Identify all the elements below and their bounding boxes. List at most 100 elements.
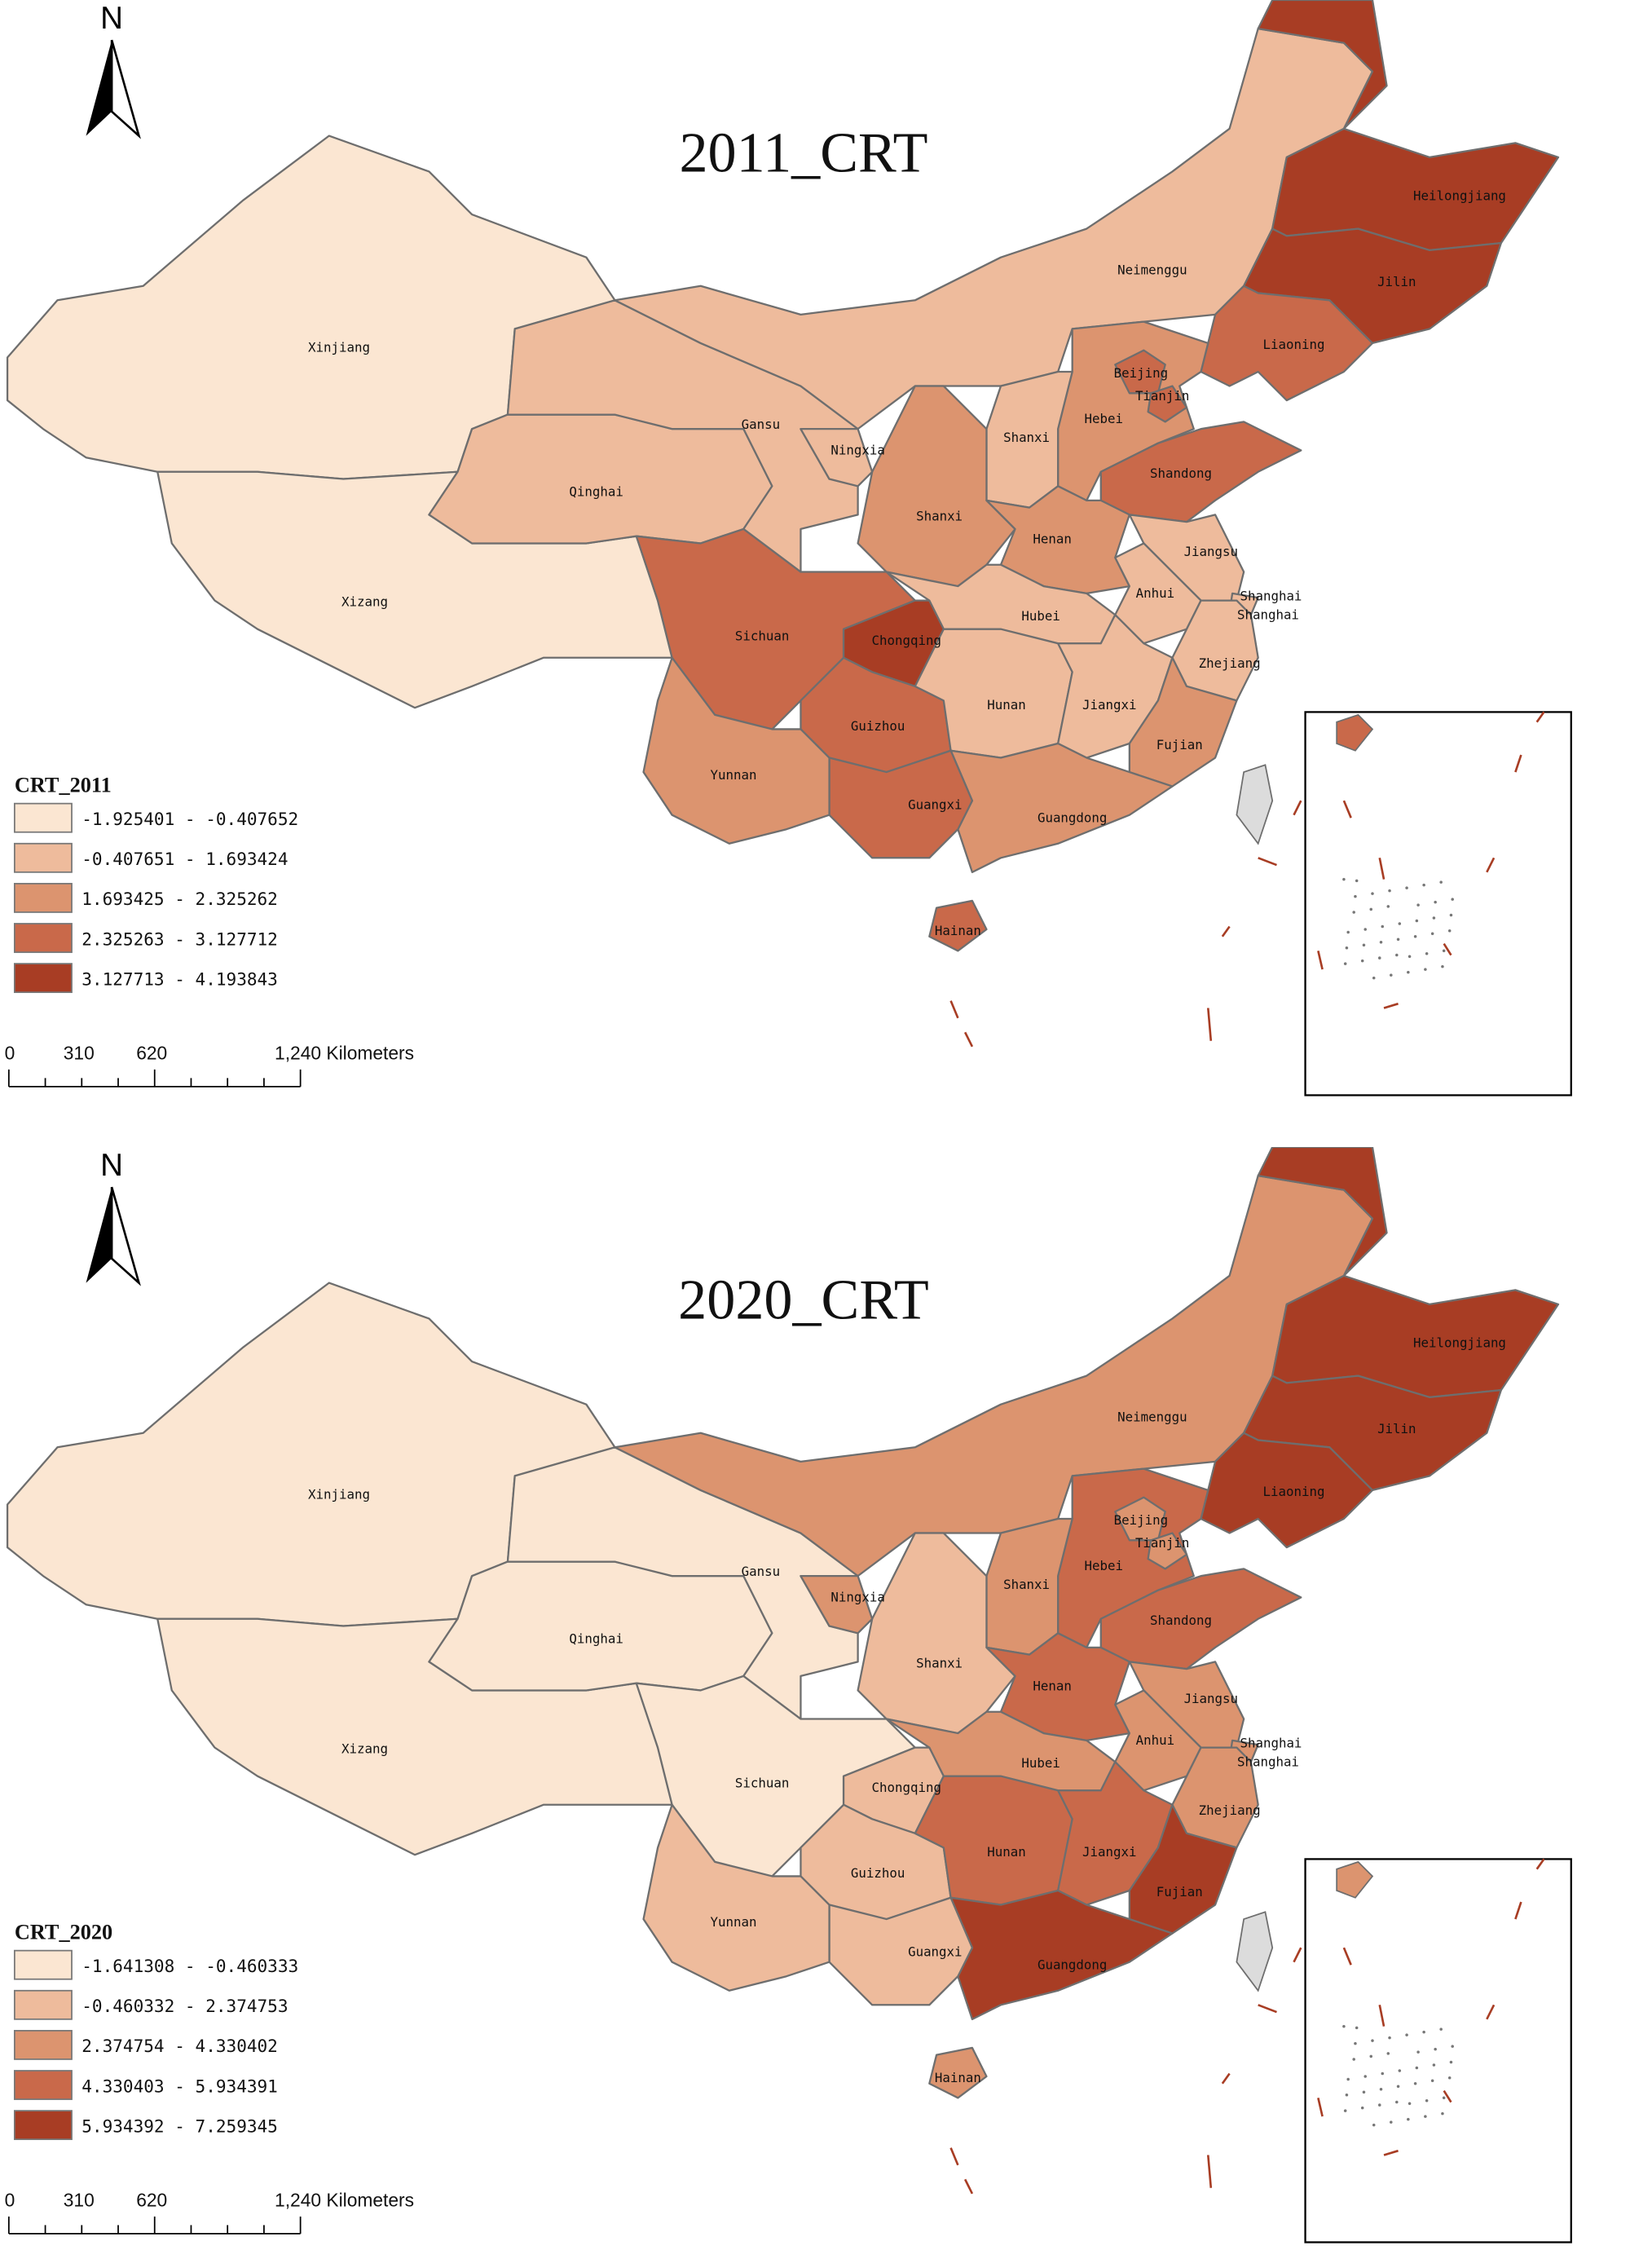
province-guangxi[interactable] xyxy=(828,749,974,859)
province-label: Yunnan xyxy=(711,1914,757,1930)
province-qinghai[interactable] xyxy=(428,1560,773,1692)
province-label: Ningxia xyxy=(830,1590,884,1605)
province-label: Hainan xyxy=(935,2070,981,2085)
province-label: Yunnan xyxy=(711,767,757,783)
province-label: Shanxi xyxy=(916,1655,963,1670)
map-2020: Xinjiang Xizang Qinghai Gansu Neimenggu Heilo… xyxy=(5,1147,1572,2244)
province-ningxia[interactable] xyxy=(800,1575,874,1635)
province-tianjin[interactable] xyxy=(1147,1532,1188,1570)
legend-label: 2.325263 - 3.127712 xyxy=(82,929,278,949)
province-qinghai[interactable] xyxy=(428,413,773,545)
province-label: Guangxi xyxy=(908,797,962,813)
province-label: Jiangsu xyxy=(1184,1691,1238,1706)
province-label: Heilongjiang xyxy=(1413,188,1506,204)
province-beijing[interactable] xyxy=(1114,1496,1166,1542)
map-2011: Xinjiang Xizang Qinghai Gansu Neimenggu Heilo… xyxy=(5,0,1572,1096)
north-arrow-icon xyxy=(86,39,141,139)
province-label: Liaoning xyxy=(1263,1484,1325,1499)
province-label: Henan xyxy=(1033,1678,1071,1693)
province-label: Shanxi xyxy=(916,508,963,523)
province-label: Shandong xyxy=(1150,1613,1212,1628)
province-label: Neimenggu xyxy=(1117,263,1187,278)
province-label: Shanxi xyxy=(1003,430,1050,445)
province-label: Hebei xyxy=(1085,411,1123,426)
province-label: Fujian xyxy=(1156,1884,1203,1900)
legend-label: 5.934392 - 7.259345 xyxy=(82,2116,278,2136)
province-taiwan xyxy=(1236,764,1274,845)
province-liaoning[interactable] xyxy=(1200,1432,1374,1549)
province-label: Sichuan xyxy=(735,1776,789,1791)
map-panel-2020: Xinjiang Xizang Qinghai Gansu Neimenggu Heilo… xyxy=(0,1147,1630,2268)
south-china-sea-inset xyxy=(1304,1858,1572,2244)
province-hainan[interactable] xyxy=(928,899,988,952)
scale-tick-label: 620 xyxy=(136,2190,167,2211)
province-label: Beijing xyxy=(1114,365,1168,381)
province-label: Xizang xyxy=(341,1741,388,1757)
province-label: Guizhou xyxy=(851,718,905,734)
maritime-boundary xyxy=(1293,1947,1302,1963)
south-china-sea-inset xyxy=(1304,711,1572,1096)
north-label: N xyxy=(100,1,123,36)
province-label: Jiangxi xyxy=(1082,697,1136,713)
legend-swatch xyxy=(13,2110,73,2141)
scale-tick-label: 310 xyxy=(64,1043,95,1064)
province-label: Gansu xyxy=(742,417,780,432)
province-label: Shanghai xyxy=(1237,1754,1299,1769)
province-label: Chongqing xyxy=(872,633,941,648)
province-label: Guangdong xyxy=(1037,810,1107,825)
maritime-boundary xyxy=(949,1000,959,1019)
maritime-boundary xyxy=(1221,925,1231,938)
legend-label: -1.925401 - -0.407652 xyxy=(82,809,298,829)
province-label: Xizang xyxy=(341,594,388,610)
province-label: Qinghai xyxy=(569,484,623,500)
province-label: Hunan xyxy=(987,1844,1025,1860)
province-liaoning[interactable] xyxy=(1200,285,1374,402)
province-label: Guizhou xyxy=(851,1865,905,1881)
province-label: Hainan xyxy=(935,923,981,938)
province-label: Hunan xyxy=(987,697,1025,713)
province-label: Zhejiang xyxy=(1199,1802,1261,1818)
province-label: Ningxia xyxy=(830,443,884,458)
scale-tick-label: 620 xyxy=(136,1043,167,1064)
province-label: Henan xyxy=(1033,531,1071,546)
legend-label: 1.693425 - 2.325262 xyxy=(82,889,278,909)
scale-tick-label: 0 xyxy=(5,1043,15,1064)
province-label: Sichuan xyxy=(735,629,789,644)
province-label: Shanghai xyxy=(1240,1736,1302,1751)
north-label: N xyxy=(100,1148,123,1183)
province-label: Shanxi xyxy=(1003,1577,1050,1592)
province-tianjin[interactable] xyxy=(1147,385,1188,423)
maritime-boundary xyxy=(1221,2072,1231,2085)
province-label: Tianjin xyxy=(1135,388,1189,404)
legend-swatch xyxy=(13,2029,73,2060)
province-label: Jilin xyxy=(1377,274,1416,289)
province-yunnan[interactable] xyxy=(642,656,830,845)
province-label: Chongqing xyxy=(872,1780,941,1795)
province-label: Hubei xyxy=(1021,1755,1060,1771)
scale-tick-label: 1,240 Kilometers xyxy=(275,1043,414,1064)
province-ningxia[interactable] xyxy=(800,428,874,488)
province-label: Jilin xyxy=(1377,1421,1416,1436)
legend-title: CRT_2011 xyxy=(15,774,112,797)
scale-tick-label: 310 xyxy=(64,2190,95,2211)
province-label: Guangxi xyxy=(908,1944,962,1960)
map-panel-2011: Xinjiang Xizang Qinghai Gansu Neimenggu Heilo… xyxy=(0,0,1630,1121)
province-hainan[interactable] xyxy=(928,2046,988,2099)
province-label: Liaoning xyxy=(1263,337,1325,352)
province-label: Jiangxi xyxy=(1082,1844,1136,1860)
province-yunnan[interactable] xyxy=(642,1803,830,1992)
province-label: Tianjin xyxy=(1135,1535,1189,1551)
legend-label: -0.407651 - 1.693424 xyxy=(82,849,288,869)
province-label: Shandong xyxy=(1150,466,1212,481)
maritime-boundary xyxy=(1206,2155,1213,2188)
province-beijing[interactable] xyxy=(1114,349,1166,395)
province-label: Jiangsu xyxy=(1184,544,1238,559)
legend-swatch xyxy=(13,802,73,833)
legend-swatch xyxy=(13,1989,73,2020)
province-label: Fujian xyxy=(1156,737,1203,752)
legend-label: -0.460332 - 2.374753 xyxy=(82,1996,288,2016)
scale-tick-label: 1,240 Kilometers xyxy=(275,2190,414,2211)
province-guangxi[interactable] xyxy=(828,1896,974,2006)
province-label: Xinjiang xyxy=(308,339,370,355)
north-arrow-icon xyxy=(86,1186,141,1286)
